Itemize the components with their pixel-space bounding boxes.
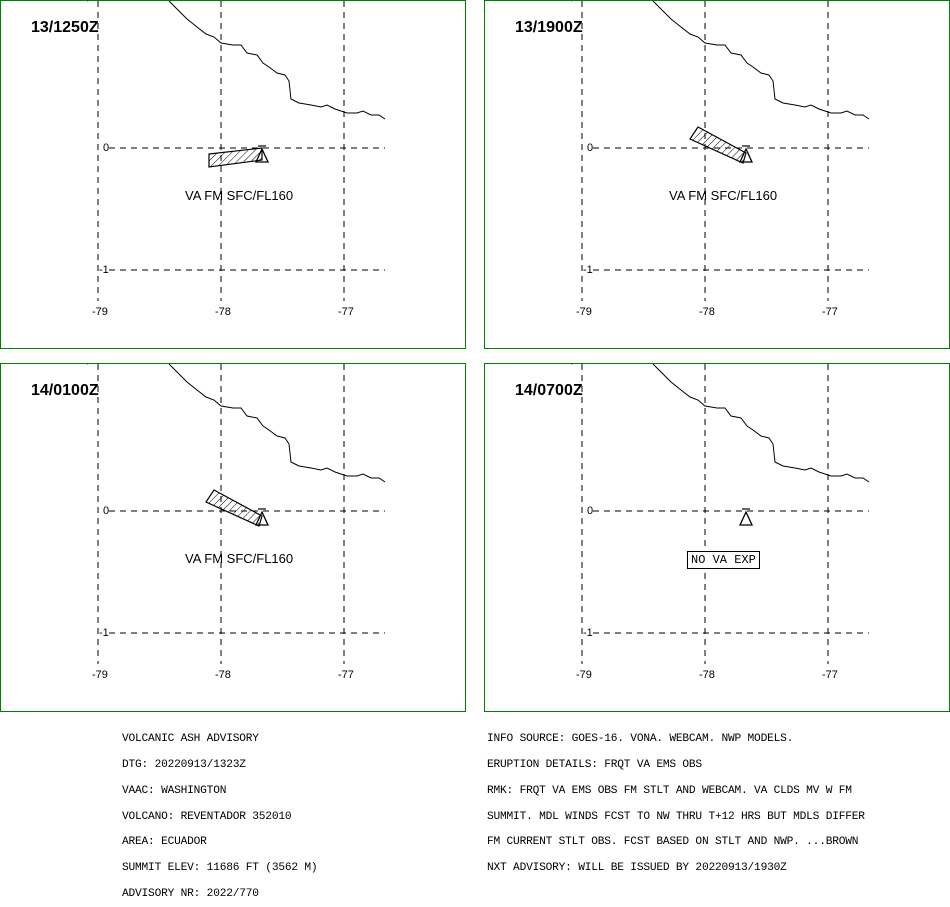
ash-label-1: VA FM SFC/FL160 bbox=[185, 188, 294, 203]
lat-tick-label: 0 bbox=[103, 142, 109, 154]
forecast-panel-2: -79 -78 -77 0 -1 13/1900Z VA FM SFC/FL160 bbox=[484, 0, 950, 349]
advisory-line: INFO SOURCE: GOES-16. VONA. WEBCAM. NWP … bbox=[487, 733, 794, 746]
lat-tick-label: 0 bbox=[103, 505, 109, 517]
lat-tick-label: -1 bbox=[583, 627, 593, 639]
coastline bbox=[571, 364, 870, 483]
coastline bbox=[87, 1, 386, 120]
ash-label-3: VA FM SFC/FL160 bbox=[185, 551, 294, 566]
lon-tick-label: -79 bbox=[92, 306, 108, 318]
lon-tick-label: -78 bbox=[215, 306, 231, 318]
panel-map-1: -79 -78 -77 0 -1 bbox=[87, 1, 386, 318]
volcano-icon bbox=[738, 510, 754, 526]
panel-time-1: 13/1250Z bbox=[31, 19, 99, 36]
advisory-line: VOLCANIC ASH ADVISORY bbox=[122, 733, 259, 746]
lon-tick-label: -79 bbox=[576, 669, 592, 681]
lon-tick-label: -77 bbox=[338, 306, 354, 318]
lon-tick-label: -78 bbox=[699, 306, 715, 318]
panel-time-2: 13/1900Z bbox=[515, 19, 583, 36]
panel-map-4: -79 -78 -77 0 -1 bbox=[571, 364, 870, 681]
no-va-box: NO VA EXP bbox=[687, 551, 760, 569]
advisory-line: ADVISORY NR: 2022/770 bbox=[122, 887, 259, 900]
ash-cloud-polygon bbox=[208, 147, 263, 168]
advisory-line: AREA: ECUADOR bbox=[122, 836, 207, 849]
ash-cloud-polygon bbox=[689, 126, 747, 164]
lon-tick-label: -77 bbox=[822, 306, 838, 318]
volcano-icon bbox=[254, 147, 270, 163]
forecast-panel-4: -79 -78 -77 0 -1 14/0700Z NO VA EXP bbox=[484, 363, 950, 712]
lon-tick-label: -77 bbox=[338, 669, 354, 681]
coastline bbox=[571, 1, 870, 120]
lon-tick-label: -79 bbox=[576, 306, 592, 318]
lon-tick-label: -77 bbox=[822, 669, 838, 681]
advisory-line: VOLCANO: REVENTADOR 352010 bbox=[122, 810, 292, 823]
lat-tick-label: -1 bbox=[99, 264, 109, 276]
advisory-line: VAAC: WASHINGTON bbox=[122, 784, 227, 797]
advisory-line: DTG: 20220913/1323Z bbox=[122, 758, 246, 771]
advisory-line: FM CURRENT STLT OBS. FCST BASED ON STLT … bbox=[487, 836, 859, 849]
panel-time-3: 14/0100Z bbox=[31, 382, 99, 399]
lon-tick-label: -79 bbox=[92, 669, 108, 681]
coastline bbox=[87, 364, 386, 483]
lon-tick-label: -78 bbox=[699, 669, 715, 681]
advisory-info-left: VOLCANIC ASH ADVISORY DTG: 20220913/1323… bbox=[122, 718, 318, 907]
lon-tick-label: -78 bbox=[215, 669, 231, 681]
lat-tick-label: -1 bbox=[99, 627, 109, 639]
panel-map-3: -79 -78 -77 0 -1 bbox=[87, 364, 386, 681]
lat-tick-label: 0 bbox=[587, 505, 593, 517]
advisory-info-right: INFO SOURCE: GOES-16. VONA. WEBCAM. NWP … bbox=[487, 718, 865, 881]
panel-map-2: -79 -78 -77 0 -1 bbox=[571, 1, 870, 318]
advisory-line: ERUPTION DETAILS: FRQT VA EMS OBS bbox=[487, 758, 702, 771]
ash-label-2: VA FM SFC/FL160 bbox=[669, 188, 778, 203]
lat-tick-label: -1 bbox=[583, 264, 593, 276]
volcano-icon bbox=[254, 510, 270, 526]
advisory-line: RMK: FRQT VA EMS OBS FM STLT AND WEBCAM.… bbox=[487, 784, 852, 797]
advisory-line: SUMMIT ELEV: 11686 FT (3562 M) bbox=[122, 862, 318, 875]
volcano-icon bbox=[738, 147, 754, 163]
forecast-panel-3: -79 -78 -77 0 -1 14/0100Z VA FM SFC/FL160 bbox=[0, 363, 466, 712]
advisory-line: NXT ADVISORY: WILL BE ISSUED BY 20220913… bbox=[487, 862, 787, 875]
ash-cloud-polygon bbox=[205, 489, 263, 527]
lat-tick-label: 0 bbox=[587, 142, 593, 154]
panel-time-4: 14/0700Z bbox=[515, 382, 583, 399]
advisory-line: SUMMIT. MDL WINDS FCST TO NW THRU T+12 H… bbox=[487, 810, 865, 823]
forecast-panel-1: -79 -78 -77 0 -1 13/1250Z VA FM SFC/FL160 bbox=[0, 0, 466, 349]
